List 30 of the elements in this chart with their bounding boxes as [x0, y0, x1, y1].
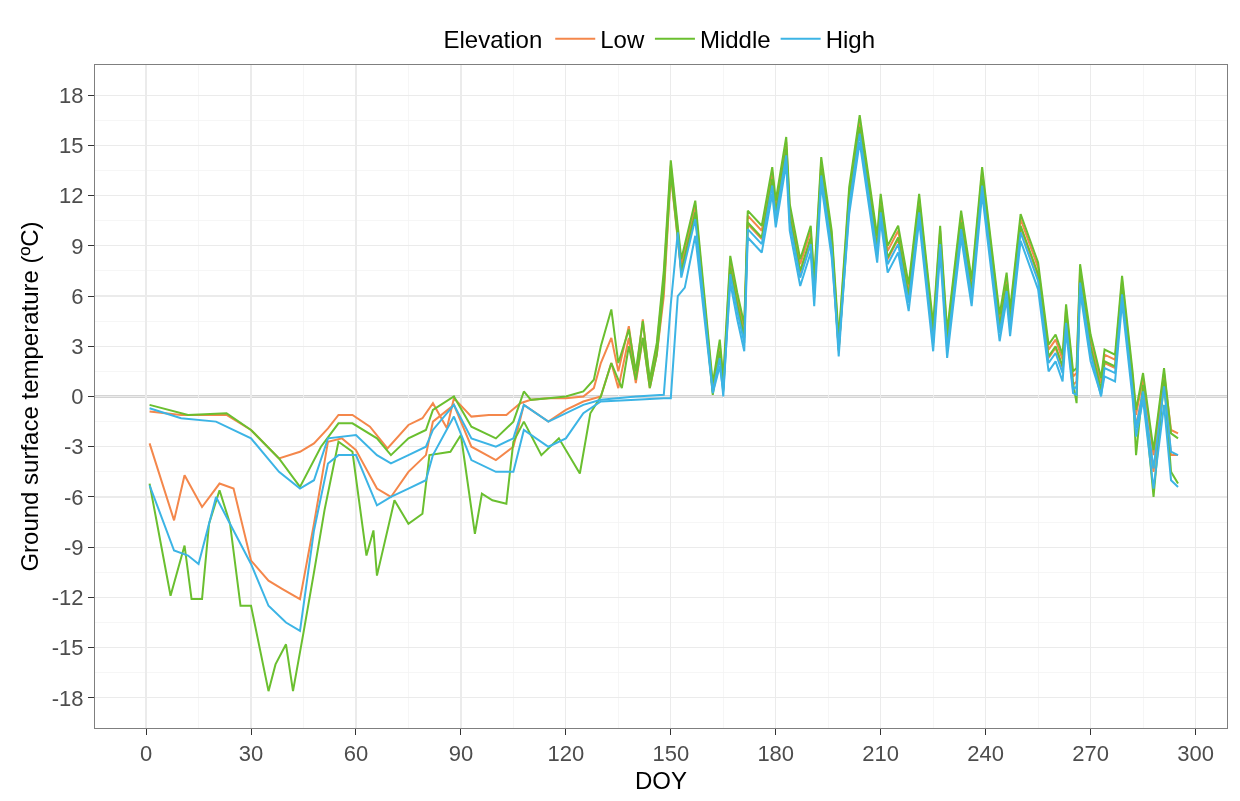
x-axis-title: DOY: [634, 766, 688, 794]
x-tick-label: 270: [1072, 741, 1109, 767]
x-tick-label: 180: [757, 741, 795, 767]
y-tick-label: -18: [51, 685, 84, 711]
y-tick-label: 0: [71, 384, 84, 410]
y-tick-label: -9: [64, 534, 84, 560]
x-tick-label: 240: [967, 741, 1004, 767]
x-tick-label: 150: [652, 741, 690, 767]
y-tick-label: 6: [71, 283, 84, 309]
x-tick-label: 60: [343, 741, 369, 767]
x-tick-label: 120: [547, 741, 585, 767]
legend-label: Low: [600, 26, 645, 54]
y-tick-label: 18: [59, 82, 84, 108]
y-axis-title: Ground surface temperature (ºC): [15, 221, 43, 572]
y-tick-label: 9: [71, 233, 84, 259]
legend-title: Elevation: [443, 25, 543, 53]
legend-label: Middle: [699, 26, 771, 54]
y-tick-label: 12: [59, 183, 84, 209]
y-tick-label: -15: [51, 635, 84, 661]
x-tick-label: 30: [238, 741, 264, 767]
y-tick-label: 3: [71, 333, 84, 359]
y-tick-label: 15: [59, 133, 84, 159]
x-tick-label: 90: [448, 741, 474, 767]
x-tick-label: 0: [139, 741, 153, 767]
legend-label: High: [825, 26, 875, 54]
y-tick-label: -3: [64, 434, 84, 460]
x-tick-label: 300: [1177, 741, 1214, 767]
y-tick-label: -12: [51, 585, 84, 611]
x-tick-label: 210: [862, 741, 900, 767]
y-tick-label: -6: [64, 484, 84, 510]
